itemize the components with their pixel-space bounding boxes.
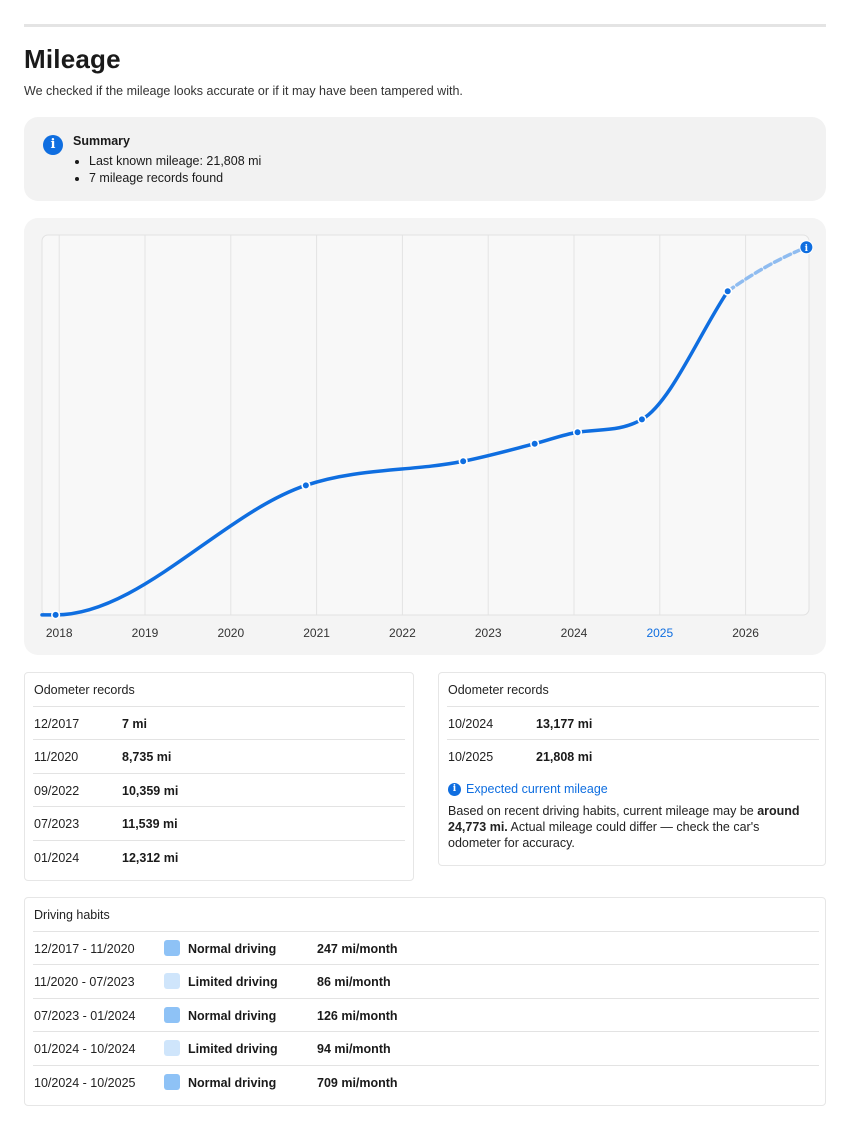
x-tick-label: 2021 — [303, 626, 330, 640]
habit-type: Limited driving — [188, 1042, 278, 1057]
table-row: 07/2023 11,539 mi — [33, 806, 405, 840]
x-tick-label: 2019 — [132, 626, 159, 640]
card-header: Driving habits — [34, 908, 110, 922]
record-date: 11/2020 — [34, 750, 79, 765]
habit-color-swatch — [164, 1006, 180, 1023]
card-header: Odometer records — [448, 683, 549, 697]
table-row: 10/2024 - 10/2025 Normal driving 709 mi/mo… — [33, 1064, 819, 1099]
top-divider — [24, 24, 826, 27]
projected-point-info-icon — [799, 240, 814, 255]
expected-mileage-link[interactable]: i Expected current mileage — [448, 782, 608, 796]
summary-title: Summary — [73, 134, 130, 148]
page-title: Mileage — [24, 44, 121, 74]
record-miles: 8,735 mi — [122, 750, 172, 765]
habit-period: 10/2024 - 10/2025 — [34, 1075, 136, 1090]
card-header: Odometer records — [34, 683, 135, 697]
habit-type: Normal driving — [188, 1075, 277, 1090]
habit-period: 12/2017 - 11/2020 — [34, 942, 135, 956]
info-icon-glyph: i — [805, 244, 809, 254]
info-icon: i — [448, 782, 461, 796]
table-row: 01/2024 12,312 mi — [33, 839, 405, 874]
driving-habits-card: Driving habits 12/2017 - 11/2020 Normal d… — [24, 897, 826, 1106]
habit-color-swatch — [164, 1073, 180, 1090]
expected-mileage-title: Expected current mileage — [466, 782, 608, 796]
x-tick-label: 2018 — [46, 626, 73, 640]
habit-type: Limited driving — [188, 975, 278, 990]
record-date: 10/2024 — [448, 717, 494, 731]
x-tick-label: 2022 — [389, 626, 416, 640]
record-miles: 13,177 mi — [536, 717, 593, 731]
odometer-records-card-left: Odometer records 12/2017 7 mi 11/2020 8,735… — [24, 672, 414, 881]
projection-line — [725, 245, 809, 294]
record-miles: 7 mi — [122, 717, 148, 731]
habit-period: 11/2020 - 07/2023 — [34, 975, 135, 990]
habit-type: Normal driving — [188, 1008, 277, 1023]
x-tick-label: 2024 — [561, 626, 588, 640]
table-row: 01/2024 - 10/2024 Limited driving 94 mi/mo… — [33, 1031, 819, 1065]
habit-color-swatch — [164, 940, 180, 956]
table-row: 09/2022 10,359 mi — [33, 772, 405, 807]
odometer-records-card-right: Odometer records 10/2024 13,177 mi 10/2025… — [438, 672, 826, 866]
habit-color-swatch — [164, 1040, 180, 1057]
mileage-chart: 2018 2019 2020 2021 2022 2023 2024 2025 2026 i — [24, 218, 826, 655]
record-point — [458, 456, 468, 466]
record-point — [572, 427, 583, 437]
table-row: 11/2020 - 07/2023 Limited driving 86 mi/mo… — [33, 964, 819, 998]
summary-item: Last known mileage: 21,808 mi — [89, 153, 261, 170]
record-miles: 21,808 mi — [536, 750, 593, 765]
record-point — [723, 286, 733, 296]
table-row: 12/2017 7 mi — [33, 706, 405, 740]
record-point — [637, 414, 647, 425]
record-date: 01/2024 — [34, 850, 80, 865]
x-tick-label: 2020 — [217, 626, 244, 640]
record-date: 10/2025 — [448, 750, 494, 765]
habit-period: 07/2023 - 01/2024 — [34, 1008, 136, 1023]
summary-list: Last known mileage: 21,808 mi 7 mileage … — [89, 153, 261, 187]
mileage-chart-svg: 2018 2019 2020 2021 2022 2023 2024 2025 2026 i — [40, 234, 814, 640]
habit-rate: 86 mi/month — [317, 975, 391, 990]
record-date: 12/2017 — [34, 717, 80, 731]
record-date: 09/2022 — [34, 783, 80, 798]
habit-rate: 709 mi/month — [317, 1075, 398, 1090]
table-row: 10/2024 13,177 mi — [447, 706, 819, 740]
habit-rate: 94 mi/month — [317, 1042, 391, 1057]
summary-item: 7 mileage records found — [89, 170, 261, 187]
summary-box: i Summary Last known mileage: 21,808 mi … — [24, 117, 826, 201]
record-date: 07/2023 — [34, 817, 80, 832]
table-row: 07/2023 - 01/2024 Normal driving 126 mi/mo… — [33, 997, 819, 1032]
record-point — [51, 610, 61, 620]
table-row: 12/2017 - 11/2020 Normal driving 247 mi/mo… — [33, 931, 819, 965]
info-icon: i — [43, 135, 63, 155]
habit-color-swatch — [164, 973, 180, 990]
plot-area — [41, 234, 810, 616]
record-miles: 12,312 mi — [122, 850, 179, 865]
habit-type: Normal driving — [188, 942, 277, 956]
table-row: 11/2020 8,735 mi — [33, 739, 405, 773]
table-row: 10/2025 21,808 mi — [447, 739, 819, 773]
x-tick-label: 2023 — [475, 626, 502, 640]
habit-rate: 126 mi/month — [317, 1008, 398, 1023]
page-subtitle: We checked if the mileage looks accurate… — [24, 84, 463, 98]
record-miles: 10,359 mi — [122, 783, 179, 798]
expected-mileage-text: Based on recent driving habits, current … — [448, 804, 800, 850]
record-point — [530, 439, 540, 449]
habit-rate: 247 mi/month — [317, 942, 398, 956]
habit-period: 01/2024 - 10/2024 — [34, 1042, 136, 1057]
record-point — [301, 480, 311, 490]
x-tick-label: 2025 — [646, 626, 673, 640]
x-tick-label: 2026 — [732, 626, 759, 640]
record-miles: 11,539 mi — [122, 817, 178, 832]
